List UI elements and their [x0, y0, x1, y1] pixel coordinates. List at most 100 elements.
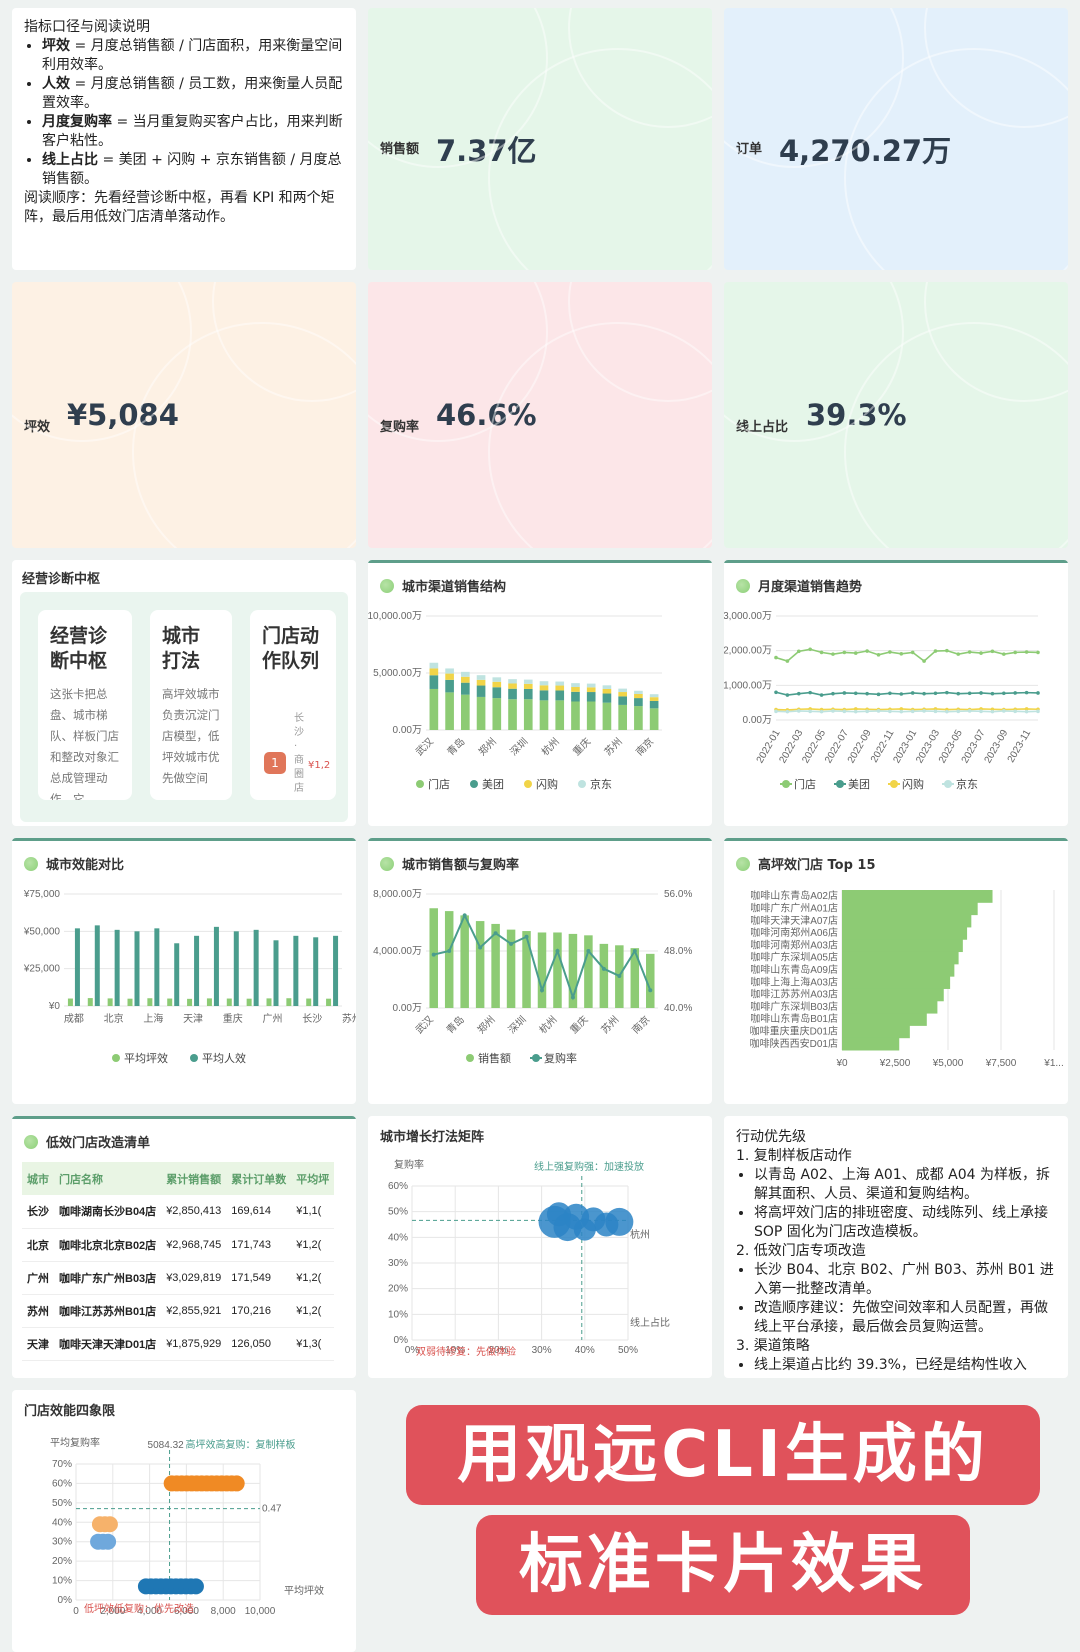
- series-point: [979, 709, 983, 714]
- hub-subcard-queue[interactable]: 门店动作队列 1 长沙·商圈店 ¥1,2: [250, 610, 336, 800]
- reading-order: 阅读顺序：先看经营诊断中枢，再看 KPI 和两个矩阵，最后用低效门店清单落动作。: [24, 190, 335, 225]
- legend-marker: [524, 780, 532, 788]
- legend-marker: [190, 1054, 198, 1062]
- kpi-card-sales-per-area: 坪效 ¥5,084: [12, 282, 356, 548]
- series-point: [774, 690, 778, 695]
- x-tick-label: 重庆: [223, 1012, 243, 1025]
- table-cell: 170,216: [231, 1304, 272, 1317]
- series-point: [774, 709, 778, 714]
- metric-desc: = 月度总销售额 / 门店面积，用来衡量空间利用效率。: [42, 38, 343, 73]
- bar-segment: [539, 681, 549, 686]
- bar-segment: [602, 702, 612, 730]
- legend-label: 平均坪效: [124, 1051, 168, 1065]
- column-header[interactable]: 累计订单数: [226, 1162, 292, 1195]
- y-tick-label: 10%: [388, 1309, 408, 1320]
- x-tick-label: ¥2,500: [879, 1058, 911, 1069]
- column-header[interactable]: 平均坪: [291, 1162, 335, 1195]
- series-line: [775, 710, 1039, 713]
- table-row[interactable]: 苏州 咖啡江苏苏州B01店 ¥2,855,921 170,216 ¥1,2(: [22, 1294, 335, 1327]
- column-header[interactable]: 城市: [22, 1162, 54, 1195]
- legend-label: 销售额: [478, 1051, 511, 1065]
- table-row[interactable]: 长沙 咖啡湖南长沙B04店 ¥2,850,413 169,614 ¥1,1(: [22, 1195, 335, 1228]
- x-axis-label: 平均坪效: [284, 1584, 324, 1597]
- chart-title-text: 高坪效门店 Top 15: [758, 858, 876, 873]
- quadrant-annotation-bottom: 低坪效低复购：优先改造: [84, 1602, 194, 1615]
- kpi-card-repurchase-rate: 复购率 46.6%: [368, 282, 712, 548]
- action-item: 以青岛 A02、上海 A01、成都 A04 为样板，拆解其面积、人员、渠道和复购…: [754, 1166, 1056, 1204]
- bar: [842, 1000, 938, 1014]
- series-point: [1002, 652, 1006, 656]
- series-point: [447, 949, 452, 953]
- x-tick-label: ¥5,000: [932, 1058, 964, 1069]
- bar-segment: [634, 693, 643, 699]
- quadrant-annotation-bottom: 双弱待修复：先做体验: [416, 1345, 516, 1358]
- bar: [475, 921, 485, 1008]
- table-cell: 天津: [27, 1338, 49, 1351]
- y-tick-label: 咖啡江苏苏州A03店: [750, 988, 838, 1001]
- series-point: [601, 966, 606, 971]
- table-row[interactable]: 广州 咖啡广东广州B03店 ¥3,029,819 171,549 ¥1,2(: [22, 1261, 335, 1294]
- table-row[interactable]: 天津 咖啡天津天津D01店 ¥1,875,929 126,050 ¥1,3(: [22, 1327, 335, 1360]
- table-cell: ¥2,968,745: [166, 1238, 222, 1251]
- bar-segment: [649, 697, 659, 701]
- series-point: [1002, 691, 1006, 696]
- action-item: 长沙 B04、北京 B02、广州 B03、苏州 B01 进入第一批整改清单。: [754, 1261, 1056, 1299]
- channel-structure-card: 城市渠道销售结构 0.00万 5,000.00万 10,000.00万 武汉 青岛 郑州深…: [368, 560, 712, 826]
- bar-segment: [508, 683, 517, 689]
- bar-segment: [508, 679, 517, 684]
- table-row[interactable]: 北京 咖啡北京北京B02店 ¥2,968,745 171,743 ¥1,2(: [22, 1228, 335, 1261]
- series-point: [910, 691, 915, 695]
- legend-marker: [836, 780, 844, 788]
- top-stores-chart: ¥0 ¥2,500 ¥5,000 ¥7,500 ¥1... 咖啡山东青岛A02店咖啡广东广…: [750, 889, 1064, 1069]
- legend-label: 门店: [794, 777, 816, 791]
- bar: [286, 998, 292, 1006]
- y-tick-label: 0%: [394, 1335, 409, 1346]
- bar-segment: [429, 668, 439, 676]
- column-header[interactable]: 累计销售额: [161, 1162, 227, 1195]
- action-item: 线上渠道占比约 39.3%，已经是结构性收入: [754, 1356, 1056, 1375]
- x-tick-label: 南京: [629, 1013, 652, 1036]
- table-cell: ¥1,1(: [296, 1205, 322, 1218]
- series-point: [979, 651, 983, 655]
- bar-segment: [445, 668, 454, 674]
- x-tick-label: 上海: [143, 1012, 163, 1025]
- y-tick-label: 5,000.00万: [373, 668, 422, 679]
- bar: [842, 1025, 910, 1039]
- chart-title: 城市效能对比: [24, 854, 124, 873]
- bar-segment: [492, 698, 502, 730]
- y-tick-label: 8,000.00万: [373, 889, 422, 900]
- bar: [842, 1037, 900, 1051]
- y-tick-label: 咖啡山东青岛A09店: [750, 963, 838, 976]
- metric-term: 线上占比: [42, 152, 98, 168]
- chart-title-text: 月度渠道销售趋势: [758, 580, 863, 595]
- hub-subcard-diagnosis[interactable]: 经营诊断中枢 这张卡把总盘、城市梯队、样板门店和整改对象汇总成管理动作，它: [38, 610, 132, 800]
- table-cell: ¥3,029,819: [166, 1271, 222, 1284]
- metric-definition: 月度复购率 = 当月重复购买客户占比，用来判断客户粘性。: [42, 113, 344, 151]
- x-tick-label: ¥0: [835, 1058, 848, 1069]
- table-cell: 咖啡天津天津D01店: [59, 1338, 157, 1351]
- chart-title-text: 城市销售额与复购率: [402, 858, 520, 873]
- bar-segment: [429, 662, 439, 669]
- hub-subcard-city[interactable]: 城市打法 高坪效城市负责沉淀门店模型，低坪效城市优先做空间: [150, 610, 232, 800]
- y-tick-label: 60%: [52, 1478, 72, 1489]
- bar-segment: [571, 687, 580, 692]
- bar: [194, 935, 200, 1006]
- actions: 行动优先级 1. 复制样板店动作以青岛 A02、上海 A01、成都 A04 为样…: [736, 1128, 1056, 1375]
- bar: [842, 951, 959, 965]
- table-title: 低效门店改造清单: [24, 1132, 150, 1151]
- series-line: [775, 691, 1039, 696]
- column-header[interactable]: 门店名称: [54, 1162, 162, 1195]
- bar: [333, 935, 339, 1006]
- metric-definition: 坪效 = 月度总销售额 / 门店面积，用来衡量空间利用效率。: [42, 37, 344, 75]
- y-tick-label: 30%: [388, 1258, 408, 1269]
- hub-title: 经营诊断中枢: [22, 572, 101, 587]
- low-stores-table-wrap[interactable]: 城市 门店名称 累计销售额 累计订单数 平均坪 长沙 咖啡湖南长沙B04店 ¥2,850,4…: [22, 1162, 356, 1361]
- x-tick-label: 郑州: [474, 1013, 497, 1036]
- table-cell: ¥2,855,921: [166, 1304, 222, 1317]
- x-tick-label: 20%: [488, 1345, 508, 1356]
- point-label: 杭州: [630, 1228, 650, 1241]
- bar: [842, 963, 955, 977]
- bar: [506, 929, 516, 1008]
- hub-subcard-body: 这张卡把总盘、城市梯队、样板门店和整改对象汇总成管理动作，它: [50, 687, 119, 800]
- actions-card: 行动优先级 1. 复制样板店动作以青岛 A02、上海 A01、成都 A04 为样…: [724, 1116, 1068, 1378]
